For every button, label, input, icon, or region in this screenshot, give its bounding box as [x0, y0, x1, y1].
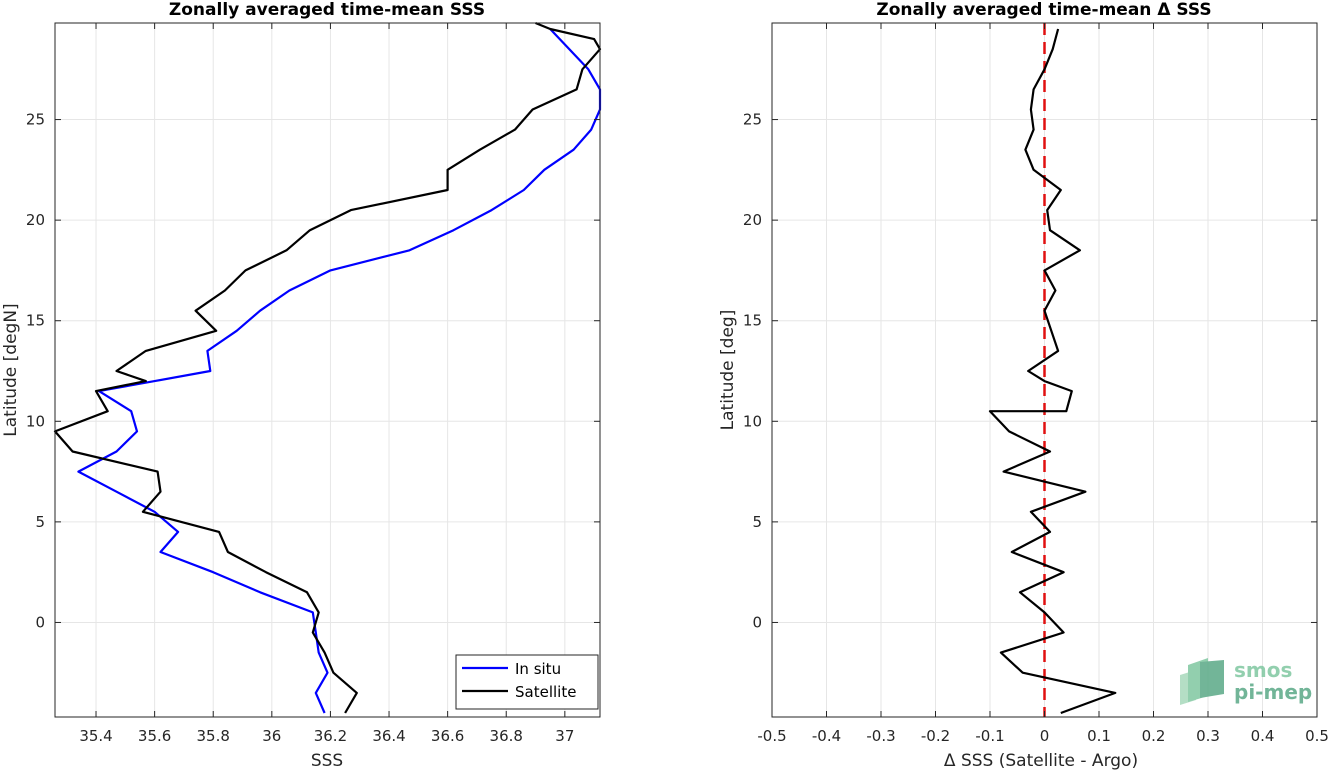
x-tick-label: 37	[555, 727, 574, 745]
x-tick-label: 36	[262, 727, 281, 745]
y-tick-label: 25	[743, 111, 762, 129]
y-axis-label: Latitude [degN]	[1, 303, 21, 436]
x-tick-label: 36.4	[372, 727, 405, 745]
legend-box	[455, 654, 599, 710]
chart-title: Zonally averaged time-mean SSS	[169, 0, 485, 20]
y-tick-label: 10	[743, 412, 762, 430]
x-tick-label: -0.5	[757, 727, 786, 745]
series-lines	[53, 21, 602, 714]
chart-title: Zonally averaged time-mean Δ SSS	[876, 0, 1211, 20]
y-tick-labels: 0 5 10 15 20 25	[26, 111, 45, 632]
logo-mark-icon	[1180, 658, 1224, 705]
x-tick-label: 0.2	[1142, 727, 1166, 745]
delta-sss-profile-chart: Zonally averaged time-mean Δ SSS -0.5 -0.…	[718, 0, 1329, 770]
x-axis-label: Δ SSS (Satellite - Argo)	[944, 751, 1138, 770]
y-tick-label: 5	[752, 513, 762, 531]
y-tick-labels: 0 5 10 15 20 25	[743, 111, 762, 632]
logo-text-line2: pi-mep	[1234, 680, 1312, 704]
y-tick-label: 0	[752, 613, 762, 631]
y-axis-label: Latitude [deg]	[718, 310, 738, 431]
x-tick-label: 0.5	[1305, 727, 1329, 745]
x-tick-label: 0.3	[1196, 727, 1220, 745]
x-tick-label: -0.1	[975, 727, 1004, 745]
legend-label-satellite: Satellite	[515, 683, 576, 701]
x-tick-label: 0.4	[1251, 727, 1275, 745]
x-tick-label: 35.6	[138, 727, 171, 745]
plot-frame	[54, 22, 601, 718]
y-tick-label: 20	[743, 211, 762, 229]
x-axis-label: SSS	[311, 751, 343, 770]
tick-marks	[771, 23, 1318, 717]
legend-label-in-situ: In situ	[515, 660, 561, 678]
series-line-in-situ	[77, 28, 602, 714]
series-lines	[988, 28, 1117, 715]
legend: In situ Satellite	[455, 654, 599, 710]
x-tick-label: 35.8	[197, 727, 230, 745]
y-tick-label: 25	[26, 111, 45, 129]
x-tick-label: 36.2	[314, 727, 347, 745]
y-tick-label: 10	[26, 412, 45, 430]
logo-text-line1: smos	[1234, 658, 1292, 682]
y-tick-label: 20	[26, 211, 45, 229]
series-line-0	[988, 28, 1117, 715]
series-line-satellite	[53, 21, 602, 714]
sss-profile-chart: Zonally averaged time-mean SSS 35.4 35.6 3…	[1, 0, 602, 770]
smos-pimep-logo: smos pi-mep	[1180, 658, 1312, 705]
x-tick-label: 35.4	[79, 727, 112, 745]
y-tick-label: 15	[743, 312, 762, 330]
x-tick-label: 36.6	[431, 727, 464, 745]
tick-marks	[55, 23, 600, 717]
x-tick-label: 0	[1040, 727, 1050, 745]
x-tick-label: 36.8	[490, 727, 523, 745]
grid-lines	[55, 23, 600, 717]
y-tick-label: 15	[26, 312, 45, 330]
x-tick-label: 0.1	[1087, 727, 1111, 745]
x-tick-labels: -0.5 -0.4 -0.3 -0.2 -0.1 0 0.1 0.2 0.3 0.4 0.5	[757, 727, 1329, 745]
x-tick-label: -0.3	[866, 727, 895, 745]
x-tick-label: -0.4	[812, 727, 841, 745]
y-tick-label: 0	[35, 613, 45, 631]
x-tick-label: -0.2	[921, 727, 950, 745]
y-tick-label: 5	[35, 513, 45, 531]
x-tick-labels: 35.4 35.6 35.8 36 36.2 36.4 36.6 36.8 37	[79, 727, 574, 745]
